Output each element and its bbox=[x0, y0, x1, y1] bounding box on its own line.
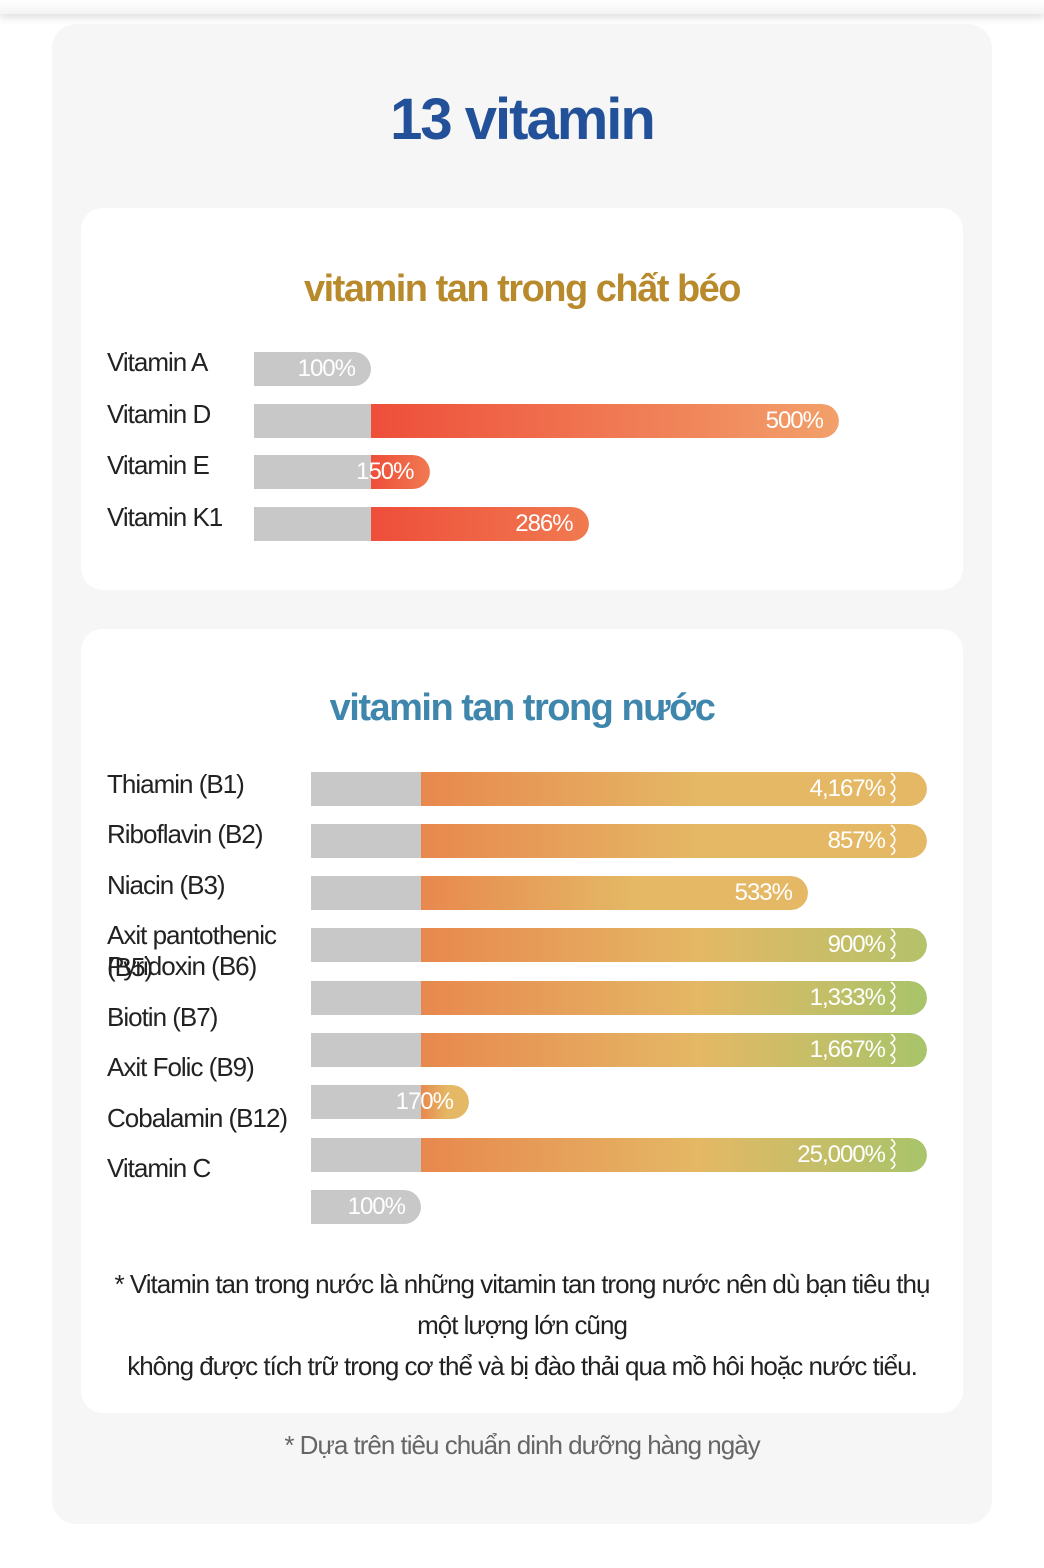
bar-label: Vitamin D bbox=[107, 398, 211, 429]
bar: 500% bbox=[254, 403, 839, 438]
bar-value-label: 900% bbox=[827, 931, 886, 958]
bar-base-segment bbox=[254, 352, 371, 386]
bar-excess-segment bbox=[421, 1085, 469, 1119]
bar-label: Vitamin A bbox=[107, 347, 208, 377]
bar-excess-segment bbox=[421, 772, 927, 806]
bar-base-segment bbox=[311, 981, 421, 1015]
axis-break-mark bbox=[889, 1138, 897, 1170]
bar: 533% bbox=[311, 876, 808, 910]
bar-base-segment bbox=[254, 506, 371, 541]
bar: 25,000% bbox=[311, 1138, 927, 1172]
bar-value-label: 286% bbox=[515, 509, 573, 537]
bar-label: Niacin (B3) bbox=[107, 870, 226, 900]
bar-base-segment bbox=[311, 1138, 421, 1172]
footnote-line-2: một lượng lớn cũng bbox=[417, 1310, 628, 1340]
bar-excess-segment bbox=[421, 876, 808, 910]
bar: 1,333% bbox=[311, 981, 927, 1015]
axis-break-mark bbox=[889, 824, 897, 856]
bar-value-label: 25,000% bbox=[797, 1141, 886, 1168]
bar: 100% bbox=[254, 352, 371, 386]
bar-label: Axit Folic (B9) bbox=[107, 1052, 255, 1082]
bar-excess-segment bbox=[371, 403, 839, 438]
bar-excess-segment bbox=[371, 455, 430, 489]
bar-label: Cobalamin (B12) bbox=[107, 1103, 288, 1133]
bar-excess-segment bbox=[421, 824, 927, 858]
bar-label: Vitamin E bbox=[107, 450, 210, 480]
bar: 286% bbox=[254, 506, 589, 541]
axis-break-mark bbox=[889, 928, 897, 960]
bar: 100% bbox=[311, 1190, 421, 1224]
bar-value-label: 100% bbox=[297, 355, 356, 382]
bar-label: Thiamin (B1) bbox=[107, 769, 245, 799]
bar-base-segment bbox=[311, 1085, 421, 1119]
bar-base-segment bbox=[311, 824, 421, 858]
bar: 900% bbox=[311, 928, 927, 962]
bar: 150% bbox=[254, 455, 430, 489]
bar-label: Vitamin K1 bbox=[107, 501, 223, 532]
bar-value-label: 150% bbox=[356, 458, 414, 485]
bar: 1,667% bbox=[311, 1033, 927, 1067]
bar-value-label: 100% bbox=[347, 1193, 406, 1220]
bar-label: Biotin (B7) bbox=[107, 1002, 218, 1032]
bar-value-label: 1,333% bbox=[809, 984, 886, 1011]
footnote-line-3: không được tích trữ trong cơ thể và bị đ… bbox=[127, 1351, 918, 1381]
bar-value-label: 170% bbox=[395, 1088, 454, 1115]
bar: 4,167% bbox=[311, 772, 927, 806]
daily-standard-note: * Dựa trên tiêu chuẩn dinh dưỡng hàng ng… bbox=[284, 1430, 760, 1460]
bar-excess-segment bbox=[421, 1033, 927, 1067]
bar: 170% bbox=[311, 1085, 469, 1119]
bar-label: Riboflavin (B2) bbox=[107, 819, 264, 849]
top-shadow bbox=[0, 0, 1044, 14]
bar-value-label: 857% bbox=[827, 827, 886, 854]
bar-label: Vitamin C bbox=[107, 1153, 211, 1183]
bar-base-segment bbox=[254, 403, 371, 438]
bar-excess-segment bbox=[371, 506, 589, 541]
bar-value-label: 533% bbox=[734, 879, 793, 906]
footnote-line-1: * Vitamin tan trong nước là những vitami… bbox=[114, 1269, 931, 1299]
bar-base-segment bbox=[311, 876, 421, 910]
bar-base-segment bbox=[311, 772, 421, 806]
bar-base-segment bbox=[311, 1033, 421, 1067]
page-title: 13 vitamin bbox=[390, 87, 656, 152]
axis-break-mark bbox=[889, 981, 897, 1013]
bar-label: Pyridoxin (B6) bbox=[107, 951, 257, 981]
bar-excess-segment bbox=[421, 1138, 927, 1172]
bar-base-segment bbox=[254, 455, 371, 489]
axis-break-mark bbox=[889, 772, 897, 804]
water-soluble-panel: vitamin tan trong nước Thiamin (B1) 4,167… bbox=[81, 629, 963, 1413]
bar-excess-segment bbox=[421, 928, 927, 962]
bar-value-label: 4,167% bbox=[809, 775, 886, 802]
bar: 857% bbox=[311, 824, 927, 858]
water-soluble-title: vitamin tan trong nước bbox=[329, 687, 716, 729]
axis-break-mark bbox=[889, 1033, 897, 1065]
bar-value-label: 500% bbox=[765, 406, 824, 434]
bar-base-segment bbox=[311, 1190, 421, 1224]
fat-soluble-title: vitamin tan trong chất béo bbox=[303, 268, 742, 310]
bar-label: Axit pantothenic (B5) bbox=[107, 920, 277, 982]
bar-value-label: 1,667% bbox=[809, 1036, 886, 1063]
bar-excess-segment bbox=[421, 981, 927, 1015]
fat-soluble-panel: vitamin tan trong chất béo Vitamin A 100%… bbox=[81, 208, 963, 590]
bar-base-segment bbox=[311, 928, 421, 962]
